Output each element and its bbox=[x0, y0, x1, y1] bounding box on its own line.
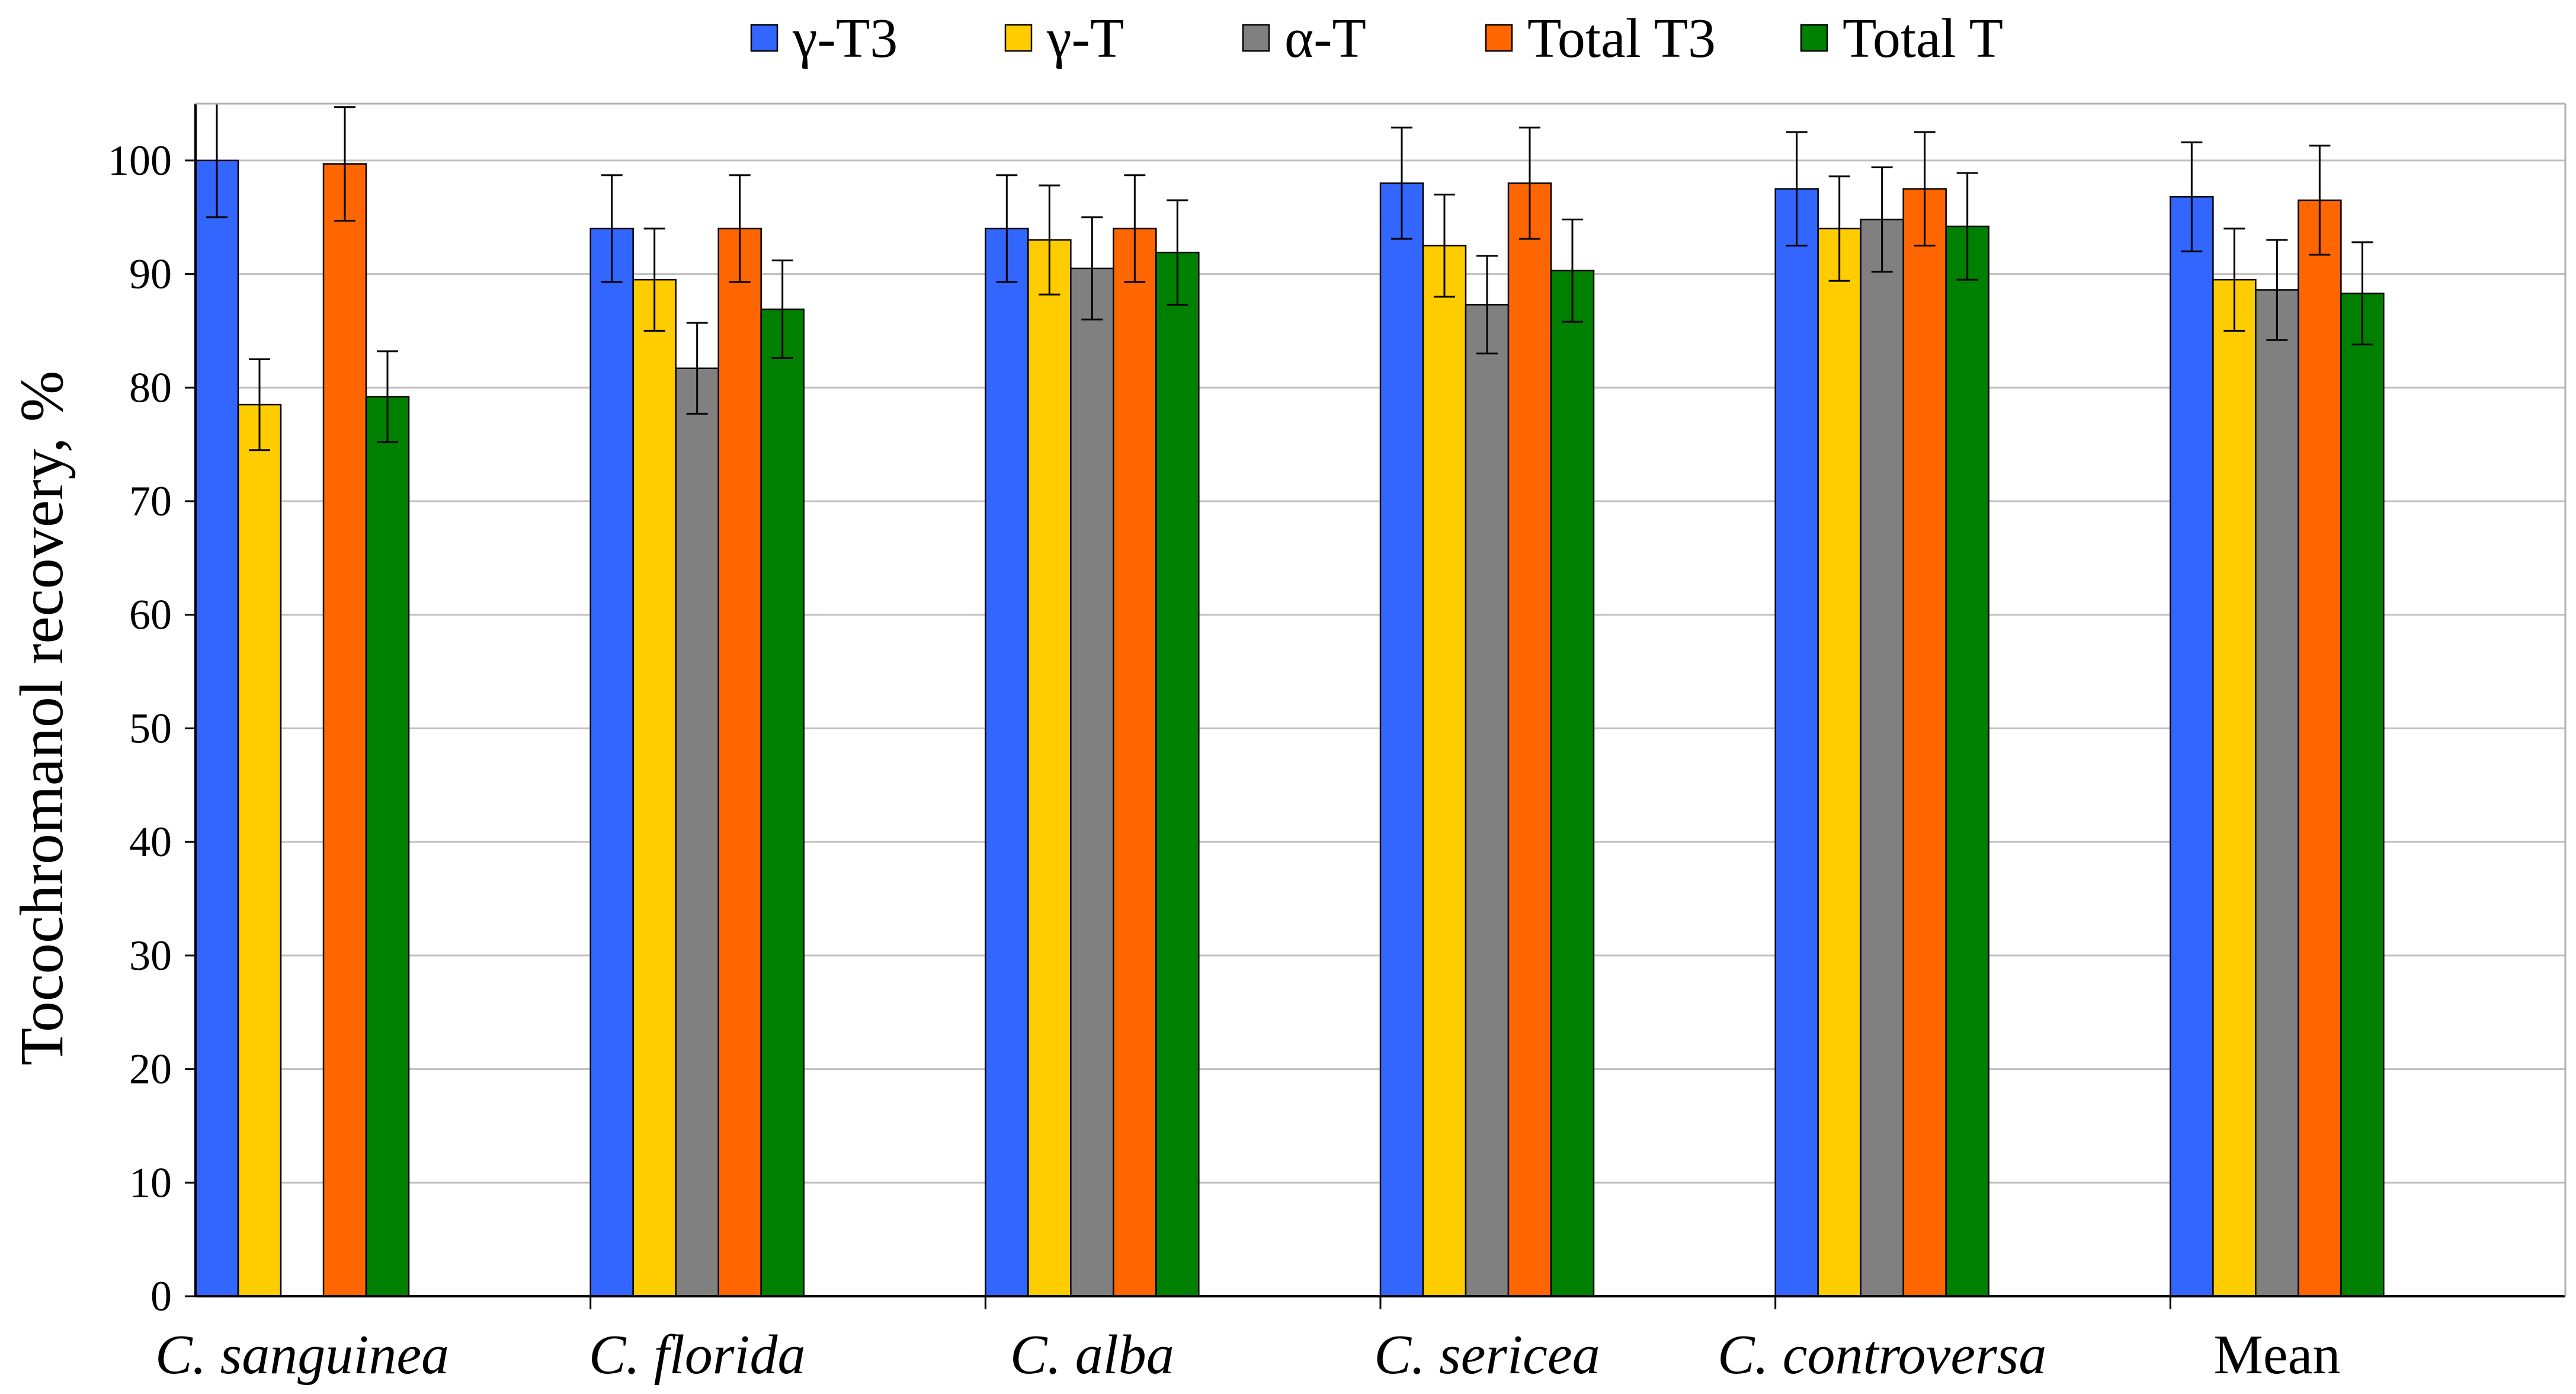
bar-4-1 bbox=[1817, 227, 1861, 1297]
legend-label-4: Total T bbox=[1843, 8, 2003, 69]
bar-1-2 bbox=[675, 367, 719, 1297]
axes-group bbox=[185, 102, 2567, 1309]
bar-0-1 bbox=[237, 403, 282, 1297]
legend-swatch-2 bbox=[1242, 24, 1270, 52]
category-label-5: Mean bbox=[2213, 1324, 2340, 1386]
bar-1-4 bbox=[760, 308, 805, 1297]
legend-label-2: α-T bbox=[1284, 8, 1366, 69]
bar-4-3 bbox=[1902, 188, 1947, 1297]
category-label-0: C. sanguinea bbox=[155, 1324, 449, 1386]
y-tick-label-0: 0 bbox=[150, 1273, 172, 1320]
y-tick-labels: 0 10 20 30 40 50 60 70 80 90 100 bbox=[108, 137, 172, 1320]
bar-5-2 bbox=[2255, 289, 2299, 1297]
bar-1-1 bbox=[632, 278, 677, 1297]
bar-4-2 bbox=[1860, 219, 1904, 1297]
legend: γ-T3 γ-T α-T Total T3 Total T bbox=[750, 8, 2003, 69]
bar-5-4 bbox=[2340, 292, 2385, 1297]
bar-2-4 bbox=[1155, 251, 1200, 1297]
y-tick-label-80: 80 bbox=[129, 364, 172, 411]
bar-4-4 bbox=[1945, 225, 1989, 1297]
y-tick-label-60: 60 bbox=[129, 591, 172, 639]
bar-2-3 bbox=[1113, 227, 1157, 1297]
category-label-1: C. florida bbox=[589, 1324, 806, 1386]
bar-1-3 bbox=[717, 227, 762, 1297]
bar-5-3 bbox=[2298, 199, 2342, 1297]
y-tick-label-100: 100 bbox=[108, 137, 172, 184]
bar-0-4 bbox=[365, 396, 410, 1297]
y-tick-label-10: 10 bbox=[129, 1159, 172, 1206]
legend-swatch-0 bbox=[750, 24, 778, 52]
x-category-labels: C. sanguinea C. florida C. alba C. sericea C… bbox=[155, 1324, 2340, 1386]
bar-5-1 bbox=[2212, 278, 2257, 1297]
y-axis-label: Tocochromanol recovery, % bbox=[8, 371, 76, 1066]
legend-label-1: γ-T bbox=[1046, 8, 1124, 69]
category-label-3: C. sericea bbox=[1374, 1324, 1600, 1386]
bar-1-0 bbox=[589, 227, 634, 1297]
bar-2-1 bbox=[1027, 239, 1072, 1297]
category-label-4: C. controversa bbox=[1718, 1324, 2046, 1386]
legend-swatch-4 bbox=[1800, 24, 1828, 52]
bar-2-2 bbox=[1070, 267, 1114, 1297]
error-bars-group bbox=[206, 102, 2373, 451]
y-tick-label-50: 50 bbox=[129, 704, 172, 752]
bar-3-3 bbox=[1507, 182, 1552, 1297]
legend-label-0: γ-T3 bbox=[792, 8, 898, 69]
bar-3-0 bbox=[1379, 182, 1424, 1297]
legend-swatch-3 bbox=[1485, 24, 1513, 52]
bar-0-0 bbox=[194, 159, 239, 1297]
bar-2-0 bbox=[985, 227, 1029, 1297]
bar-3-2 bbox=[1465, 304, 1510, 1297]
category-label-2: C. alba bbox=[1010, 1324, 1174, 1386]
legend-label-3: Total T3 bbox=[1527, 8, 1716, 69]
y-tick-label-40: 40 bbox=[129, 818, 172, 866]
y-tick-label-20: 20 bbox=[129, 1046, 172, 1093]
y-tick-label-90: 90 bbox=[129, 251, 172, 298]
y-tick-label-70: 70 bbox=[129, 478, 172, 525]
bar-0-3 bbox=[322, 163, 367, 1297]
bars-group bbox=[194, 159, 2385, 1297]
bar-5-0 bbox=[2170, 196, 2214, 1297]
bar-3-1 bbox=[1422, 245, 1467, 1297]
y-tick-label-30: 30 bbox=[129, 932, 172, 979]
legend-swatch-1 bbox=[1004, 24, 1033, 52]
bar-3-4 bbox=[1550, 270, 1595, 1297]
bar-4-0 bbox=[1774, 188, 1819, 1297]
